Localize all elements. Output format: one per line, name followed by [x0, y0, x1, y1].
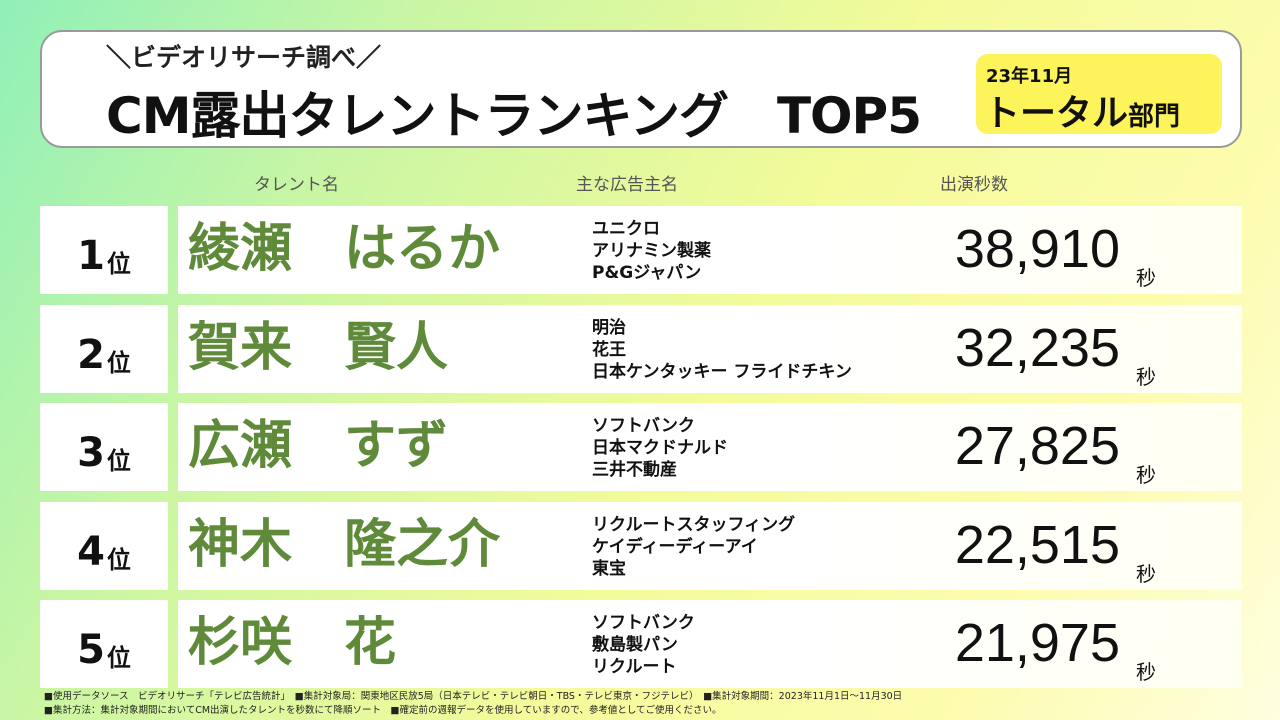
footer-line-1: ■使用データソース ビデオリサーチ「テレビ広告統計」 ■集計対象局：関東地区民放…	[44, 691, 903, 702]
badge-label: トータル部門	[984, 84, 1180, 136]
sponsor-list: ソフトバンク 日本マクドナルド 三井不動産	[592, 415, 728, 481]
category-badge: 23年11月 トータル部門	[976, 54, 1222, 134]
sponsor-name: ソフトバンク	[592, 416, 695, 436]
footer-notes: ■使用データソース ビデオリサーチ「テレビ広告統計」 ■集計対象局：関東地区民放…	[44, 690, 902, 718]
info-box: 綾瀬 はるか ユニクロ アリナミン製薬 P&Gジャパン 38,910 秒	[178, 206, 1242, 294]
sponsor-list: ソフトバンク 敷島製パン リクルート	[592, 612, 695, 678]
rank-suffix: 位	[106, 546, 131, 574]
sponsor-name: 花王	[592, 340, 626, 360]
sponsor-list: 明治 花王 日本ケンタッキー フライドチキン	[592, 317, 852, 383]
header-panel: ＼ビデオリサーチ調べ／ CM露出タレントランキング TOP5 23年11月 トー…	[40, 30, 1242, 148]
seconds-value: 27,825	[954, 416, 1120, 476]
rank-number: 2	[77, 332, 105, 378]
page-title: CM露出タレントランキング TOP5	[106, 87, 922, 145]
sponsor-name: 日本ケンタッキー フライドチキン	[592, 362, 852, 382]
rank-suffix: 位	[106, 250, 131, 278]
seconds-value: 32,235	[954, 318, 1120, 378]
badge-label-main: トータル	[984, 93, 1129, 134]
column-header-seconds: 出演秒数	[940, 175, 1008, 195]
sponsor-name: ケイディーディーアイ	[592, 537, 758, 557]
sponsor-name: アリナミン製薬	[592, 241, 711, 261]
ranking-row: 2 位賀来 賢人 明治 花王 日本ケンタッキー フライドチキン 32,235 秒	[40, 305, 1242, 393]
footer-line-2: ■集計方法：集計対象期間においてCM出演したタレントを秒数にて降順ソート ■確定…	[44, 705, 722, 716]
seconds-value: 38,910	[954, 219, 1120, 279]
column-header-sponsor: 主な広告主名	[576, 175, 678, 195]
sponsor-name: ユニクロ	[592, 219, 660, 239]
header-subtitle: ＼ビデオリサーチ調べ／	[106, 43, 382, 72]
seconds-value: 22,515	[954, 515, 1120, 575]
ranking-row: 4 位神木 隆之介 リクルートスタッフィング ケイディーディーアイ 東宝 22,515 秒	[40, 502, 1242, 590]
sponsor-name: リクルート	[592, 657, 677, 677]
sponsor-name: 三井不動産	[592, 460, 677, 480]
ranking-row: 1 位綾瀬 はるか ユニクロ アリナミン製薬 P&Gジャパン 38,910 秒	[40, 206, 1242, 294]
talent-name: 広瀬 すず	[188, 416, 449, 476]
seconds-unit: 秒	[1136, 266, 1156, 290]
ranking-row: 3 位広瀬 すず ソフトバンク 日本マクドナルド 三井不動産 27,825 秒	[40, 403, 1242, 491]
column-header-name: タレント名	[254, 175, 339, 195]
seconds-unit: 秒	[1136, 562, 1156, 586]
sponsor-name: 東宝	[592, 559, 626, 579]
rank-suffix: 位	[106, 447, 131, 475]
rank-number: 4	[77, 529, 105, 575]
seconds-unit: 秒	[1136, 463, 1156, 487]
seconds-unit: 秒	[1136, 365, 1156, 389]
talent-name: 神木 隆之介	[188, 515, 501, 575]
rank-number: 5	[77, 627, 105, 673]
rank-number: 1	[77, 233, 105, 279]
rank-suffix: 位	[106, 644, 131, 672]
badge-label-small: 部門	[1128, 102, 1181, 132]
rank-suffix: 位	[106, 349, 131, 377]
info-box: 賀来 賢人 明治 花王 日本ケンタッキー フライドチキン 32,235 秒	[178, 305, 1242, 393]
info-box: 神木 隆之介 リクルートスタッフィング ケイディーディーアイ 東宝 22,515 秒	[178, 502, 1242, 590]
talent-name: 杉咲 花	[188, 613, 397, 673]
sponsor-name: リクルートスタッフィング	[592, 515, 796, 535]
rank-number: 3	[77, 430, 105, 476]
talent-name: 賀来 賢人	[188, 318, 449, 378]
sponsor-name: 日本マクドナルド	[592, 438, 728, 458]
sponsor-name: 明治	[592, 318, 626, 338]
info-box: 広瀬 すず ソフトバンク 日本マクドナルド 三井不動産 27,825 秒	[178, 403, 1242, 491]
info-box: 杉咲 花 ソフトバンク 敷島製パン リクルート 21,975 秒	[178, 600, 1242, 688]
badge-date: 23年11月	[986, 66, 1073, 87]
talent-name: 綾瀬 はるか	[188, 219, 501, 279]
seconds-unit: 秒	[1136, 660, 1156, 684]
sponsor-name: P&Gジャパン	[592, 263, 702, 283]
seconds-value: 21,975	[954, 613, 1120, 673]
sponsor-name: 敷島製パン	[592, 635, 678, 655]
sponsor-name: ソフトバンク	[592, 613, 695, 633]
ranking-row: 5 位杉咲 花ソフトバンク 敷島製パン リクルート 21,975 秒	[40, 600, 1242, 688]
sponsor-list: リクルートスタッフィング ケイディーディーアイ 東宝	[592, 514, 795, 580]
sponsor-list: ユニクロ アリナミン製薬 P&Gジャパン	[592, 218, 711, 284]
